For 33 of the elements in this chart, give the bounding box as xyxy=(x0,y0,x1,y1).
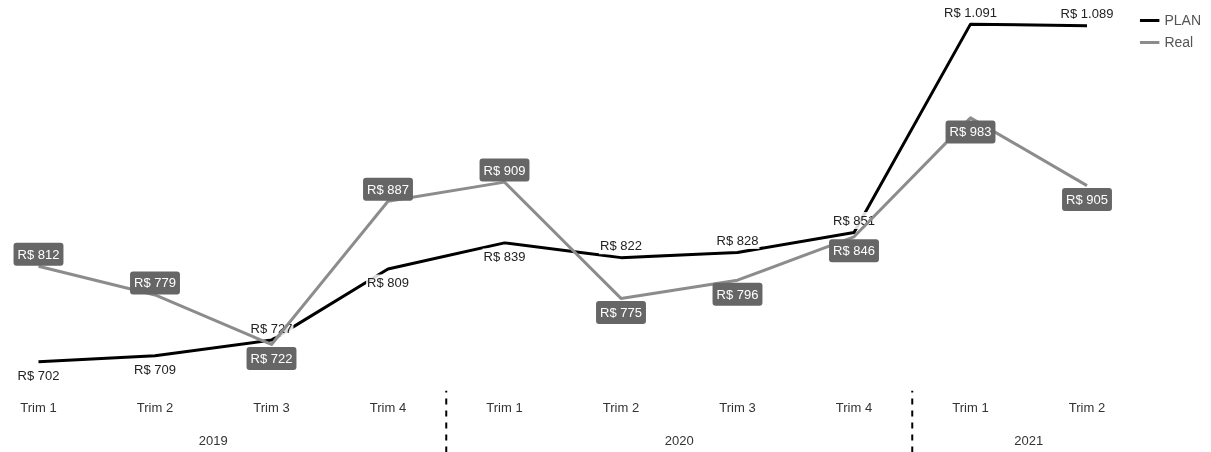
x-tick-label: Trim 2 xyxy=(136,400,174,416)
data-label: R$ 1.091 xyxy=(944,4,997,20)
data-label: R$ 828 xyxy=(716,232,759,248)
legend-label: Real xyxy=(1164,34,1194,50)
x-tick-label: Trim 2 xyxy=(602,400,640,416)
text: 2019 xyxy=(198,432,228,448)
data-label: R$ 812 xyxy=(17,246,60,262)
data-label: R$ 887 xyxy=(367,181,409,197)
x-tick-label: Trim 1 xyxy=(952,400,989,416)
x-tick-label: Trim 1 xyxy=(486,400,523,416)
data-label: R$ 709 xyxy=(134,362,176,378)
data-label: R$ 983 xyxy=(949,124,992,140)
data-label: R$ 809 xyxy=(367,275,409,291)
x-tick-label: Trim 3 xyxy=(719,400,756,416)
x-tick-label: Trim 4 xyxy=(369,400,407,416)
data-label: R$ 1.089 xyxy=(1060,6,1114,22)
data-label: R$ 775 xyxy=(600,304,642,320)
x-tick-label: Trim 2 xyxy=(1068,400,1106,416)
data-label: R$ 905 xyxy=(1066,192,1108,208)
data-label: R$ 909 xyxy=(483,162,526,178)
data-label: R$ 839 xyxy=(483,249,526,265)
data-label: R$ 846 xyxy=(833,243,875,259)
data-label: R$ 722 xyxy=(250,350,293,366)
x-tick-label: Trim 3 xyxy=(253,400,290,416)
text: 2020 xyxy=(664,432,694,448)
x-tick-label: Trim 1 xyxy=(20,400,57,416)
x-tick-label: Trim 4 xyxy=(835,400,873,416)
legend-label: PLAN xyxy=(1164,12,1201,28)
data-label: R$ 702 xyxy=(17,368,60,384)
data-label: R$ 779 xyxy=(134,275,176,291)
text: 2021 xyxy=(1014,432,1044,448)
data-label: R$ 822 xyxy=(600,238,642,254)
data-label: R$ 796 xyxy=(716,286,759,302)
